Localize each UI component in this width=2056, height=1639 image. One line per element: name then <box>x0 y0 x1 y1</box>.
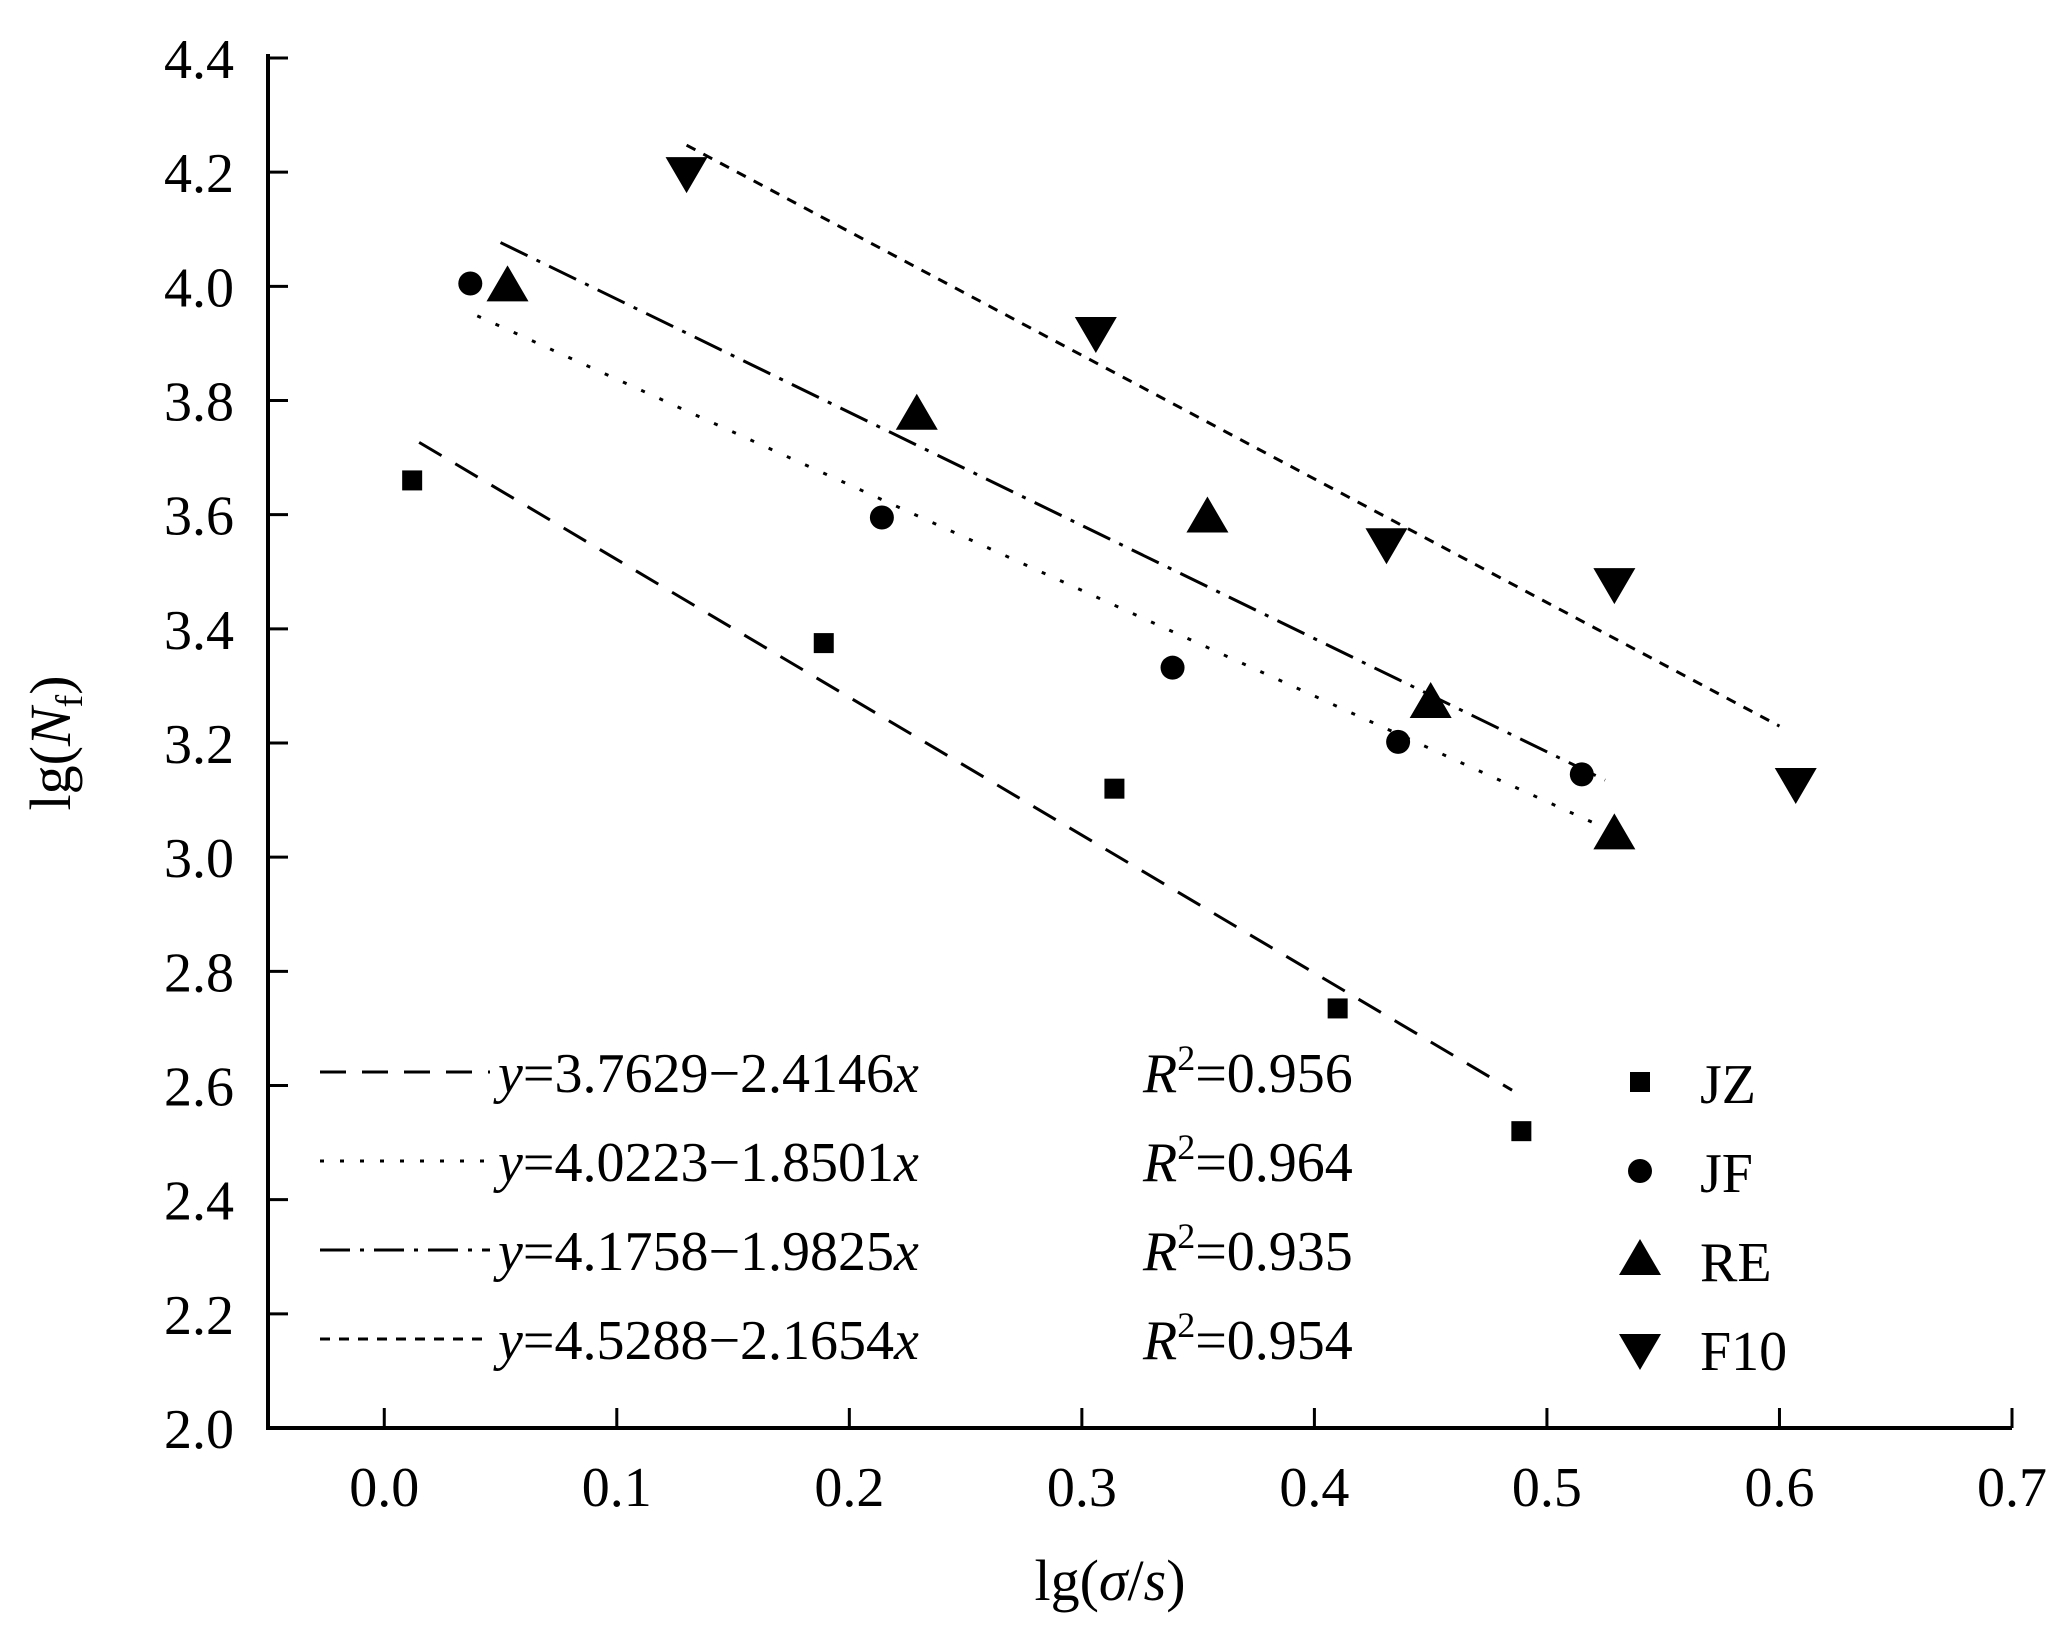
legend-marker-jf <box>1628 1159 1652 1183</box>
data-point-jf <box>1569 762 1594 787</box>
fit-line-jf <box>476 314 1595 825</box>
x-tick-label: 0.2 <box>814 1457 884 1519</box>
fit-line-re <box>499 241 1606 782</box>
legend-r-squared: R2=0.956 <box>1142 1038 1353 1105</box>
data-point-jz <box>1511 1121 1532 1142</box>
data-point-jz <box>813 633 834 654</box>
data-point-jz <box>1327 998 1348 1019</box>
data-point-jf <box>458 271 483 296</box>
y-tick-label: 2.2 <box>164 1285 234 1347</box>
axes: 0.0 0.1 0.2 0.3 0.4 0.5 0.6 0.7 2.0 2.2 2.4 2.6 2.8 3… <box>164 29 2047 1519</box>
data-points <box>402 157 1817 1142</box>
y-tick-label: 3.2 <box>164 714 234 776</box>
data-point-jf <box>1160 655 1185 680</box>
x-tick-label: 0.5 <box>1512 1457 1582 1519</box>
data-point-f10 <box>1593 568 1636 605</box>
legend-r-squared: R2=0.964 <box>1142 1127 1353 1194</box>
y-tick-label: 2.8 <box>164 942 234 1004</box>
legend-r-squared: R2=0.954 <box>1142 1305 1353 1372</box>
legend-equation: y=4.0223−1.8501x <box>493 1132 919 1194</box>
fit-line-f10 <box>685 143 1781 728</box>
y-tick-label: 3.6 <box>164 486 234 548</box>
data-point-re <box>895 393 938 430</box>
data-point-jz <box>1104 778 1125 799</box>
legend-marker-re <box>1619 1239 1661 1275</box>
data-point-jz <box>402 470 423 491</box>
x-tick-label: 0.3 <box>1047 1457 1117 1519</box>
legend-label: JF <box>1700 1143 1753 1205</box>
data-point-f10 <box>1365 528 1408 565</box>
x-tick-label: 0.0 <box>349 1457 419 1519</box>
legend-r-squared: R2=0.935 <box>1142 1216 1353 1283</box>
y-tick-label: 2.4 <box>164 1171 234 1233</box>
y-tick-label: 4.4 <box>164 29 234 91</box>
x-tick-label: 0.1 <box>582 1457 652 1519</box>
legend-marker-jz <box>1630 1072 1650 1092</box>
y-axis-title: lg(Nf) <box>18 675 91 810</box>
legend-label: RE <box>1700 1232 1772 1294</box>
legend-equation: y=3.7629−2.4146x <box>493 1043 919 1105</box>
y-tick-label: 4.0 <box>164 257 234 319</box>
legend-equation: y=4.1758−1.9825x <box>493 1221 919 1283</box>
y-tick-label: 2.0 <box>164 1399 234 1461</box>
legend-label: JZ <box>1700 1054 1756 1116</box>
y-tick-label: 3.0 <box>164 828 234 890</box>
legend-marker-f10 <box>1619 1334 1661 1370</box>
axis-titles: lg(σ/s) lg(Nf) <box>18 675 1186 1613</box>
x-axis-title: lg(σ/s) <box>1034 1548 1185 1613</box>
data-point-f10 <box>1074 317 1117 353</box>
x-tick-label: 0.4 <box>1279 1457 1349 1519</box>
y-tick-label: 3.4 <box>164 600 234 662</box>
data-point-jf <box>1386 729 1411 754</box>
y-tick-label: 3.8 <box>164 372 234 434</box>
x-tick-label: 0.6 <box>1744 1457 1814 1519</box>
data-point-jf <box>869 505 894 530</box>
data-point-re <box>1186 496 1229 533</box>
data-point-re <box>1593 813 1636 850</box>
legend-equation: y=4.5288−2.1654x <box>493 1310 919 1372</box>
x-tick-label: 0.7 <box>1977 1457 2047 1519</box>
data-point-f10 <box>665 157 708 194</box>
legend-label: F10 <box>1700 1321 1787 1383</box>
data-point-f10 <box>1774 767 1817 804</box>
fit-lines <box>418 143 1781 1092</box>
data-point-re <box>1409 682 1452 719</box>
fit-line-jz <box>418 441 1513 1092</box>
y-tick-label: 2.6 <box>164 1057 234 1119</box>
data-point-re <box>486 265 529 302</box>
y-tick-label: 4.2 <box>164 143 234 205</box>
legend: y=3.7629−2.4146x R2=0.956 y=4.0223−1.8501x… <box>320 1038 1787 1383</box>
